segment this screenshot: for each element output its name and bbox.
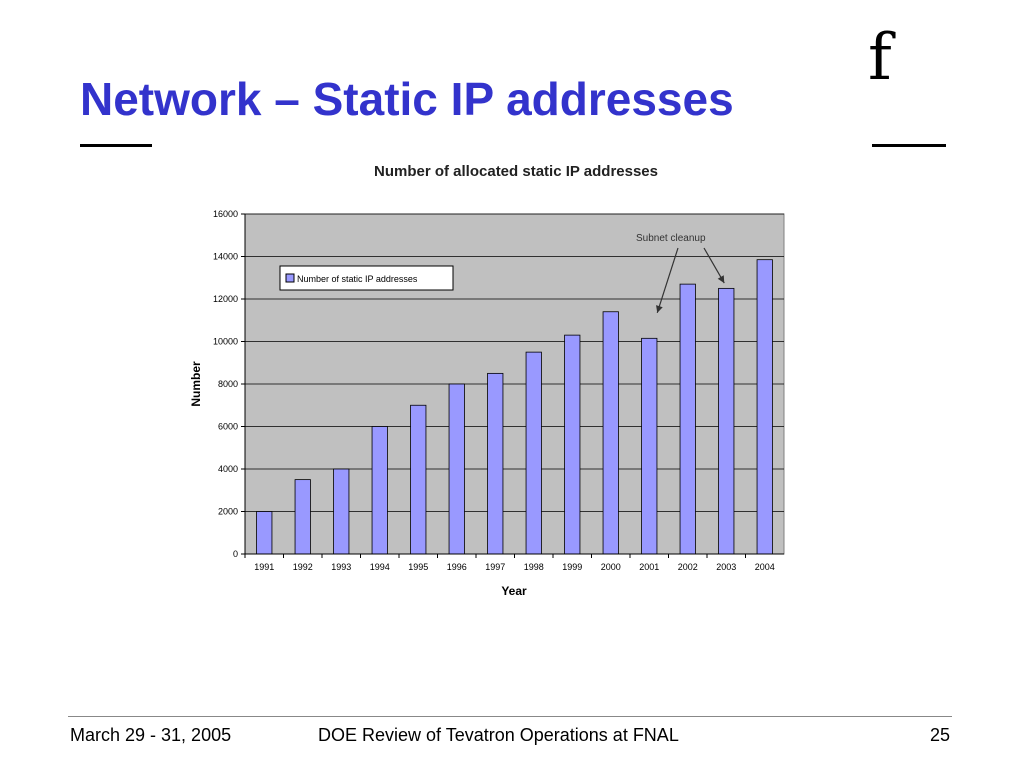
x-tick-label: 2003	[716, 562, 736, 572]
bar-1999	[564, 334, 581, 555]
y-tick-label: 12000	[213, 294, 238, 304]
bar-1991	[256, 511, 273, 555]
x-tick-label: 1994	[370, 562, 390, 572]
footer-divider	[68, 716, 952, 717]
legend: Number of static IP addresses	[279, 265, 454, 291]
bar-2003	[718, 287, 735, 555]
slide-title: Network – Static IP addresses	[80, 73, 734, 125]
y-tick-label: 16000	[213, 209, 238, 219]
page-number: 25	[930, 725, 951, 745]
legend-label: Number of static IP addresses	[297, 274, 418, 284]
x-tick-label: 2002	[678, 562, 698, 572]
y-tick-label: 10000	[213, 337, 238, 347]
fermilab-f-icon: f	[868, 21, 892, 95]
bar-1997	[487, 372, 504, 555]
legend-box	[279, 265, 454, 291]
bar-2004	[756, 259, 773, 555]
annotation-arrowhead-2001	[656, 305, 663, 313]
footer-title: DOE Review of Tevatron Operations at FNA…	[318, 725, 679, 745]
x-tick-label: 1999	[562, 562, 582, 572]
bar-2002	[679, 283, 696, 555]
x-tick-label: 1991	[254, 562, 274, 572]
bar-1996	[448, 383, 465, 555]
x-tick-label: 2001	[639, 562, 659, 572]
x-tick-label: 2004	[755, 562, 775, 572]
bar-1998	[525, 351, 542, 555]
bar-2001	[641, 337, 658, 555]
annotation-text: Subnet cleanup	[636, 233, 706, 244]
y-axis-ticks: 0 2000 4000 6000 8000 10000 12000 14000 16000	[213, 209, 245, 559]
y-tick-label: 6000	[218, 422, 238, 432]
y-tick-label: 14000	[213, 252, 238, 262]
bar-series	[256, 259, 773, 555]
x-tick-label: 2000	[601, 562, 621, 572]
annotation: Subnet cleanup	[636, 233, 725, 313]
bar-1995	[410, 404, 427, 555]
y-tick-label: 2000	[218, 507, 238, 517]
y-tick-label: 4000	[218, 464, 238, 474]
title-rule-right	[872, 144, 946, 147]
chart-title: Number of allocated static IP addresses	[374, 163, 658, 180]
x-tick-label: 1993	[331, 562, 351, 572]
x-axis-ticks: 1991 1992 1993 1994 1995 1996 1997 1998 1999 2000…	[244, 554, 775, 572]
annotation-arrowhead-2003	[717, 275, 725, 284]
x-tick-label: 1996	[447, 562, 467, 572]
x-tick-label: 1997	[485, 562, 505, 572]
x-axis-label: Year	[501, 584, 527, 598]
bar-chart: Number of allocated static IP addresses …	[189, 163, 785, 598]
legend-swatch	[285, 273, 295, 283]
y-tick-label: 8000	[218, 379, 238, 389]
bar-1994	[371, 426, 388, 555]
x-tick-label: 1998	[524, 562, 544, 572]
title-rule-left	[80, 144, 152, 147]
bar-1993	[333, 468, 350, 555]
y-axis-label: Number	[189, 361, 203, 407]
annotation-arrow-2001	[656, 247, 679, 313]
bar-2000	[602, 311, 619, 555]
x-tick-label: 1995	[408, 562, 428, 572]
y-tick-label: 0	[233, 549, 238, 559]
bar-1992	[294, 479, 311, 555]
footer-date: March 29 - 31, 2005	[70, 725, 232, 745]
x-tick-label: 1992	[293, 562, 313, 572]
